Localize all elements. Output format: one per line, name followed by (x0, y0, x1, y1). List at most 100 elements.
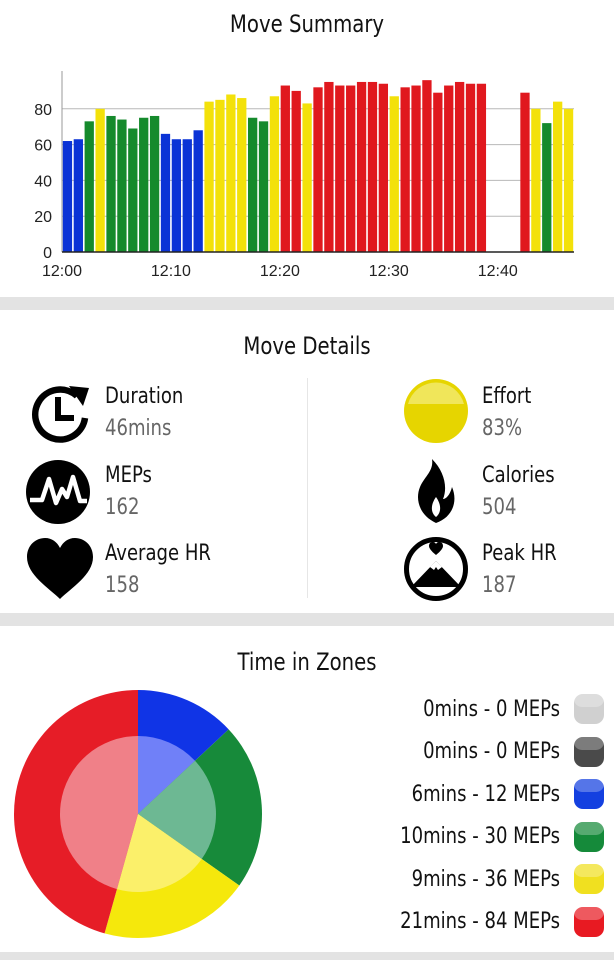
hr-bar (335, 85, 345, 252)
calories-label: Calories (482, 463, 555, 488)
stopwatch-icon (31, 386, 89, 443)
hr-bar (84, 121, 94, 252)
y-tick-label: 40 (34, 173, 52, 190)
hr-bar (62, 141, 73, 252)
x-tick-label: 12:10 (151, 263, 191, 280)
effort-item: Effort 83% (402, 378, 614, 448)
hr-bar (215, 99, 225, 252)
zone-legend-item: 21mins - 84 MEPs (365, 904, 604, 940)
meps-item: MEPs 162 (25, 457, 265, 527)
hr-bar (465, 83, 476, 253)
zone-legend-label: 6mins - 12 MEPs (411, 781, 560, 807)
zone-inner-slice-red (60, 736, 138, 890)
meps-value: 162 (105, 495, 140, 520)
hr-bar (269, 96, 280, 253)
hr-bar (542, 123, 552, 253)
hr-bar (389, 96, 399, 253)
hr-bar (258, 121, 269, 252)
hr-bar (356, 81, 367, 252)
hr-bar (171, 139, 182, 252)
hr-bar (128, 128, 138, 252)
zone-legend-label: 10mins - 30 MEPs (400, 824, 560, 849)
hr-bar (563, 108, 574, 252)
x-tick-label: 12:30 (369, 263, 409, 280)
zone-color-swatch (574, 694, 604, 724)
y-tick-label: 80 (34, 102, 52, 119)
duration-value: 46mins (105, 416, 172, 441)
hr-bar (422, 80, 432, 252)
hr-bar (226, 94, 236, 252)
duration-label: Duration (105, 384, 184, 409)
hr-bar (95, 108, 105, 252)
calories-item: Calories 504 (402, 457, 614, 527)
x-tick-label: 12:40 (478, 263, 518, 280)
hr-bar (553, 101, 563, 252)
hr-bar (433, 92, 443, 252)
peak-hr-label: Peak HR (482, 541, 557, 566)
x-tick-label: 12:20 (260, 263, 300, 280)
effort-circle-icon (404, 379, 468, 443)
hr-bar (117, 119, 127, 252)
duration-item: Duration 46mins (25, 378, 265, 448)
hr-bar (476, 83, 487, 253)
zone-legend-label: 9mins - 36 MEPs (411, 866, 560, 892)
hr-bar (378, 83, 389, 253)
hr-bar (520, 92, 530, 252)
hr-bar (291, 90, 301, 253)
zone-legend-label: 0mins - 0 MEPs (422, 739, 560, 764)
y-tick-label: 20 (34, 209, 52, 226)
zone-legend-label: 21mins - 84 MEPs (400, 909, 560, 934)
hr-bar (139, 117, 149, 252)
hr-bar (237, 98, 247, 252)
hr-bar (444, 85, 454, 252)
zone-legend-item: 9mins - 36 MEPs (379, 861, 604, 897)
hr-bar (204, 101, 214, 252)
meps-pulse-icon (26, 460, 90, 524)
hr-bar (106, 115, 116, 253)
calories-value: 504 (482, 495, 517, 520)
effort-value: 83% (482, 416, 523, 441)
move-summary-section: Move Summary 0 20 40 60 80 12:00 12:10 12:20 12:… (0, 0, 614, 297)
hr-bar (324, 81, 334, 252)
zone-inner-slice-blue (138, 736, 196, 814)
hr-bar (346, 85, 356, 252)
hr-bar (182, 139, 192, 252)
zone-legend-item: 10mins - 30 MEPs (365, 819, 604, 855)
move-details-title: Move Details (243, 332, 371, 360)
heart-icon (27, 538, 93, 599)
hr-bar (531, 108, 541, 252)
details-column-divider (307, 378, 308, 598)
move-summary-title: Move Summary (229, 10, 385, 38)
peak-hr-item: Peak HR 187 (402, 535, 614, 605)
zone-color-swatch (574, 779, 604, 809)
time-in-zones-title: Time in Zones (237, 648, 377, 676)
flame-icon (417, 459, 455, 523)
zone-legend-label: 0mins - 0 MEPs (422, 696, 560, 722)
zone-inner-slice-green (138, 760, 216, 859)
zone-color-swatch (574, 864, 604, 894)
hr-bar (367, 81, 378, 252)
hr-bar (411, 85, 421, 252)
zone-legend-item: 0mins - 0 MEPs (393, 691, 604, 727)
hr-bar (247, 117, 258, 252)
move-summary-bar-chart: 0 20 40 60 80 12:00 12:10 12:20 12:30 12:40 (34, 71, 574, 280)
meps-label: MEPs (105, 463, 152, 488)
section-divider (0, 297, 614, 310)
hr-bar (313, 87, 323, 252)
zone-color-swatch (574, 736, 604, 767)
hr-bar (160, 133, 171, 252)
peak-hr-value: 187 (482, 573, 517, 598)
time-in-zones-pie-chart (14, 690, 262, 938)
section-divider (0, 952, 614, 960)
x-tick-label: 12:00 (42, 263, 82, 280)
hr-bar (454, 81, 465, 252)
zone-inner-slice-yellow (116, 814, 202, 892)
average-hr-item: Average HR 158 (25, 535, 265, 605)
hr-bar (149, 115, 160, 253)
peak-hr-mountain-icon (404, 537, 468, 601)
hr-bar (280, 85, 290, 252)
average-hr-label: Average HR (105, 541, 211, 566)
hr-bar (73, 139, 83, 252)
average-hr-value: 158 (105, 573, 140, 598)
hr-bar (400, 87, 410, 252)
